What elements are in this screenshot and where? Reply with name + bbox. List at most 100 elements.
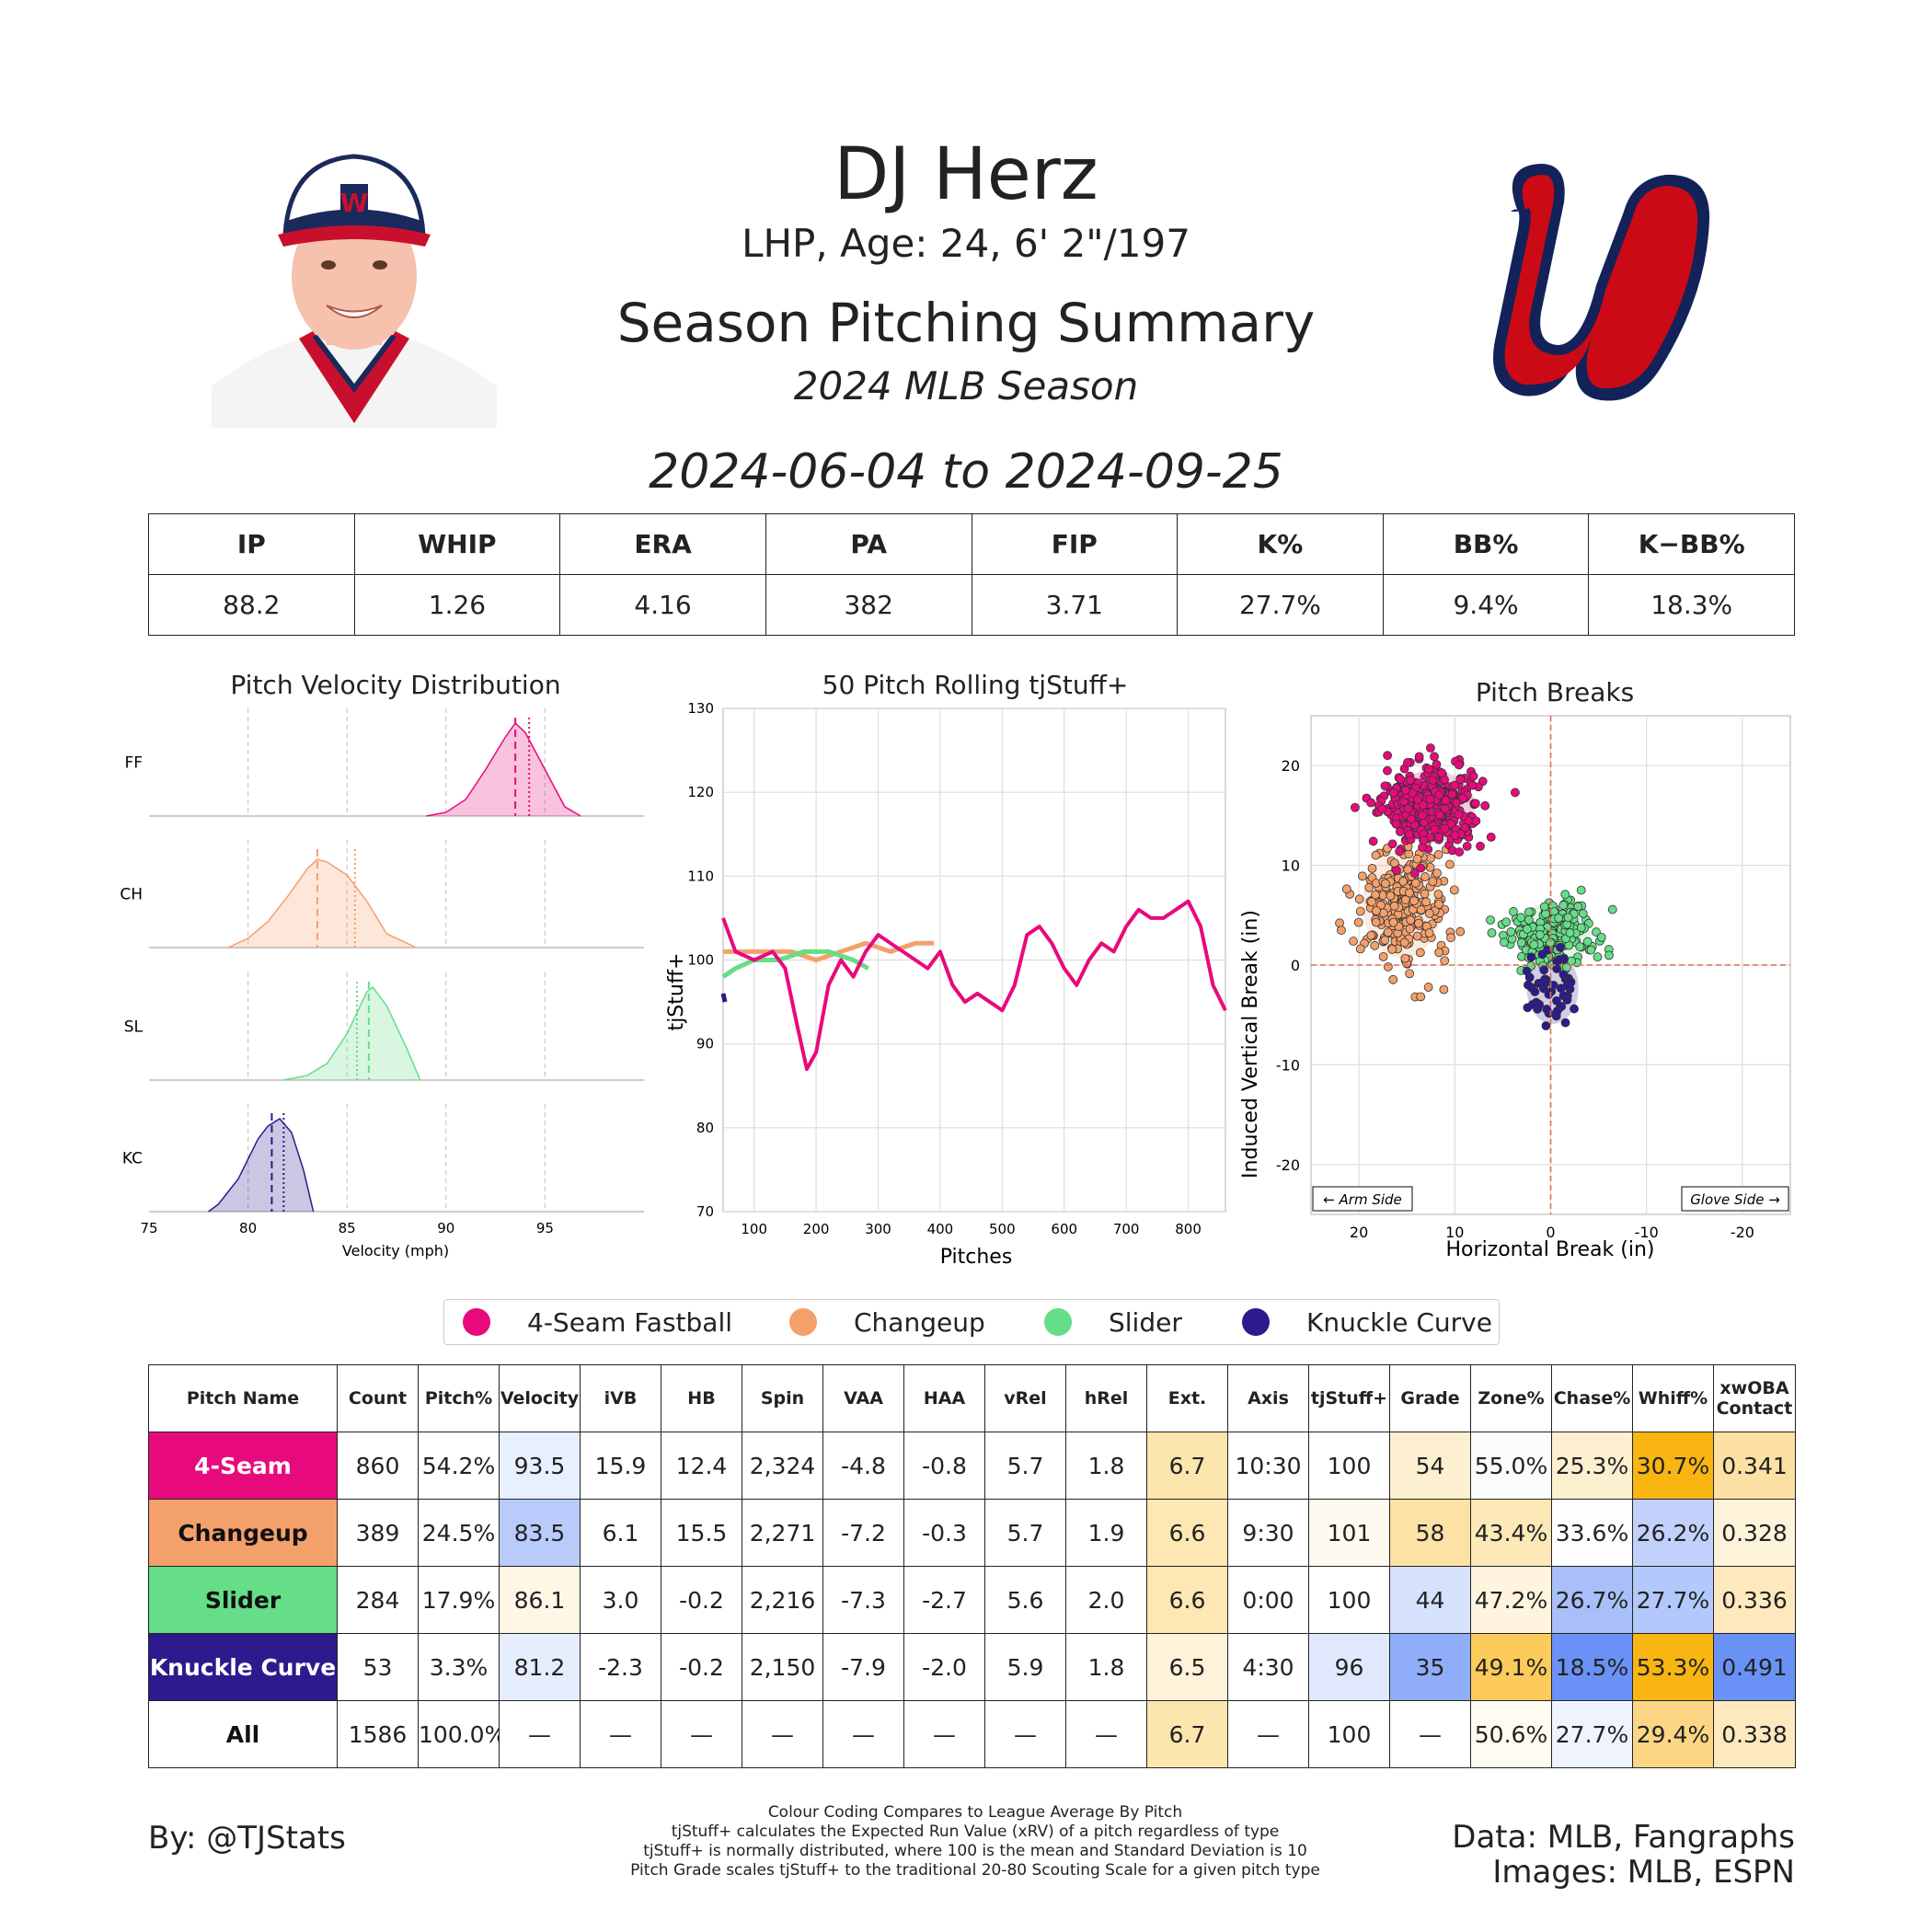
break-point-kc	[1562, 995, 1572, 1005]
break-point-ch	[1415, 948, 1425, 958]
velocity-tick-label: 80	[239, 1220, 257, 1236]
pitch-table-header: Velocity	[499, 1364, 581, 1432]
rolling-chart-title: 50 Pitch Rolling tjStuff+	[822, 670, 1129, 700]
break-point-ff	[1400, 785, 1410, 795]
break-point-ff	[1480, 800, 1490, 811]
pitch-metric-cell: 12.4	[661, 1432, 742, 1500]
break-point-ff	[1430, 752, 1439, 762]
break-point-sl	[1516, 913, 1526, 923]
break-point-ff	[1403, 803, 1413, 813]
break-point-ff	[1351, 802, 1360, 812]
pitch-metric-cell: —	[984, 1700, 1066, 1768]
rolling-x-tick: 600	[1051, 1221, 1077, 1237]
break-point-kc	[1539, 965, 1549, 975]
pitch-metric-cell: 5.9	[984, 1633, 1066, 1701]
breaks-y-tick: 20	[1282, 757, 1300, 775]
pitch-metric-cell: 27.7%	[1551, 1700, 1633, 1768]
pitch-metric-cell: -2.3	[580, 1633, 661, 1701]
pitch-metric-cell: -0.8	[903, 1432, 985, 1500]
break-point-ch	[1386, 891, 1396, 901]
break-point-ff	[1467, 780, 1478, 790]
pitch-table-row: All 1586 100.0% — — — — — — — —6.7—100—50.6% 27.7% 2…	[148, 1700, 1796, 1768]
pitch-metric-cell: 25.3%	[1551, 1432, 1633, 1500]
pitch-metric-cell: 0.336	[1713, 1566, 1796, 1634]
break-point-ch	[1355, 906, 1365, 916]
pitch-table-header: xwOBA Contact	[1713, 1364, 1796, 1432]
pitch-metric-cell: —	[1389, 1700, 1471, 1768]
break-point-ch	[1367, 864, 1377, 873]
season-label: 2024 MLB Season	[793, 363, 1139, 408]
pitch-table-row: Knuckle Curve 53 3.3% 81.2 -2.3 -0.2 2,150 -7.9…	[148, 1633, 1796, 1701]
pitch-table-row: Slider 284 17.9% 86.1 3.0 -0.2 2,216 -7.3 -2.7 5.…	[148, 1566, 1796, 1634]
pitch-table-header: Chase%	[1551, 1364, 1633, 1432]
break-point-sl	[1506, 927, 1516, 937]
pitch-metrics-table: Pitch Name Count Pitch% Velocity iVB HB Spin VA…	[148, 1364, 1796, 1768]
pitch-metric-cell: 0:00	[1227, 1566, 1309, 1634]
legend-label: Changeup	[854, 1306, 985, 1338]
break-point-kc	[1537, 978, 1547, 988]
break-point-ch	[1424, 908, 1434, 918]
pitch-table-header: Pitch%	[418, 1364, 500, 1432]
break-point-sl	[1486, 915, 1495, 925]
breaks-x-tick: 10	[1445, 1224, 1464, 1241]
pitch-legend: 4-Seam Fastball Changeup Slider Knuckle …	[443, 1299, 1500, 1345]
summary-stats-header-row: IP WHIP ERA PA FIP K% BB% K−BB%	[148, 513, 1795, 575]
pitch-metric-cell: 96	[1308, 1633, 1390, 1701]
break-point-ff	[1366, 798, 1376, 808]
break-point-ch	[1355, 944, 1365, 954]
break-point-ch	[1341, 884, 1351, 894]
break-point-ff	[1396, 775, 1406, 784]
break-point-ff	[1432, 759, 1442, 769]
pitch-metric-cell: —	[822, 1700, 904, 1768]
break-point-ff	[1419, 835, 1429, 845]
break-point-ch	[1371, 917, 1381, 927]
velocity-tick-label: 75	[140, 1220, 157, 1236]
pitch-metric-cell: 30.7%	[1632, 1432, 1714, 1500]
pitch-metric-cell: 2,324	[742, 1432, 823, 1500]
break-point-ff	[1476, 841, 1485, 851]
break-point-kc	[1524, 980, 1533, 990]
pitch-metric-cell: -2.0	[903, 1633, 985, 1701]
break-point-ff	[1419, 800, 1429, 810]
pitch-table-header: Zone%	[1470, 1364, 1552, 1432]
break-point-ch	[1440, 956, 1450, 966]
team-logo	[1493, 164, 1710, 401]
density-line	[208, 1118, 315, 1213]
break-point-kc	[1560, 1018, 1570, 1028]
stat-value: 382	[765, 574, 972, 636]
break-point-ff	[1387, 839, 1397, 849]
velocity-chart-title: Pitch Velocity Distribution	[230, 670, 561, 700]
rolling-y-tick: 70	[696, 1203, 714, 1220]
pitch-name-cell: Changeup	[148, 1499, 338, 1567]
break-point-sl	[1607, 904, 1617, 914]
break-point-sl	[1563, 913, 1573, 923]
footer-note: tjStuff+ is normally distributed, where …	[643, 1842, 1307, 1860]
break-point-sl	[1516, 937, 1526, 948]
pitch-metric-cell: 284	[337, 1566, 419, 1634]
pitch-metric-cell: 860	[337, 1432, 419, 1500]
break-point-ch	[1349, 937, 1358, 946]
break-point-sl	[1560, 890, 1570, 900]
stat-value: 88.2	[148, 574, 355, 636]
footer-sources: Data: MLB, Fangraphs Images: MLB, ESPN	[1452, 1820, 1795, 1890]
break-point-ff	[1413, 795, 1422, 805]
pitch-metric-cell: 0.491	[1713, 1633, 1796, 1701]
pitch-metric-cell: 2,216	[742, 1566, 823, 1634]
break-point-ch	[1380, 879, 1390, 889]
footer-notes: Colour Coding Compares to League Average…	[598, 1803, 1352, 1880]
pitch-metric-cell: 5.7	[984, 1432, 1066, 1500]
pitch-table-header: HAA	[903, 1364, 985, 1432]
stat-header: K−BB%	[1588, 513, 1795, 575]
pitch-row-label: KC	[122, 1150, 143, 1168]
pitch-metric-cell: -4.8	[822, 1432, 904, 1500]
pitch-metric-cell: 15.9	[580, 1432, 661, 1500]
break-point-kc	[1541, 1021, 1551, 1030]
arm-side-label: ← Arm Side	[1323, 1191, 1402, 1208]
pitch-name-cell: Slider	[148, 1566, 338, 1634]
break-point-ff	[1405, 776, 1415, 785]
pitch-metric-cell: 50.6%	[1470, 1700, 1552, 1768]
pitch-row-label: FF	[124, 754, 143, 773]
density-line	[426, 721, 581, 817]
break-point-ch	[1367, 897, 1376, 907]
pitch-row-label: SL	[124, 1018, 144, 1037]
